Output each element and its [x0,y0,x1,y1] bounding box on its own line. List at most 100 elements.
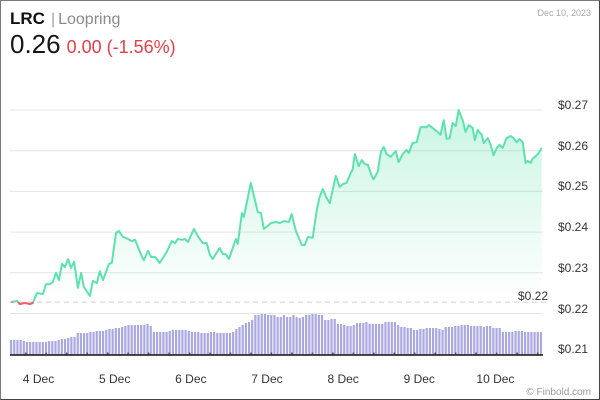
volume-bar [130,325,133,355]
volume-bar [159,332,162,355]
price-area-fill [11,110,542,303]
volume-bar [470,326,473,355]
x-axis-tick [536,352,539,355]
date-label: Dec 10, 2023 [537,8,591,18]
volume-bar [98,331,102,355]
volume-bar [181,330,184,355]
x-axis-label: 6 Dec [175,372,207,386]
volume-bar [273,315,276,355]
x-axis-label: 5 Dec [99,372,131,386]
volume-bar [374,324,378,355]
volume-bar [476,326,479,355]
volume-bar [213,332,216,355]
x-axis-line [10,352,543,356]
volume-bar [454,326,457,355]
x-axis-tick [168,352,170,355]
volume-bar [305,315,308,355]
volume-bar [428,328,431,355]
volume-bar [16,340,19,355]
volume-bar [349,326,352,355]
x-axis-label: 8 Dec [327,372,359,386]
volume-bar [352,325,355,355]
volume-bar [263,314,267,355]
y-axis-label: $0.24 [558,220,589,235]
volume-bar [520,331,523,355]
volume-bar [38,342,41,355]
x-axis-tick [127,352,129,355]
volume-bar [51,341,54,355]
copyright-credit: © Finbold.com [526,387,591,398]
volume-bar [346,326,349,355]
x-axis-tick [332,352,334,355]
volume-bar [70,337,73,355]
volume-bar [105,330,108,355]
volume-bar [498,328,501,355]
volume-bar [32,342,35,355]
volume-bar [298,318,301,355]
volume-bar [416,330,419,355]
volume-bar [254,315,257,355]
volume-bar [387,322,390,355]
volume-bar [466,325,470,355]
volume-bar [86,333,89,355]
volume-bar [536,332,539,355]
volume-bar [324,320,327,355]
x-axis-tick [65,352,68,355]
x-axis-tick [106,352,109,355]
y-axis-label: $0.27 [558,98,589,112]
volume-bar [292,315,295,355]
volume-bar [162,332,165,355]
volume-bar [63,339,67,355]
reference-price-label: $0.22 [518,289,549,303]
area-fill [11,110,542,303]
volume-bar [79,333,82,355]
volume-bar [29,342,32,355]
volume-bar [124,326,127,355]
x-axis-label: 9 Dec [403,372,435,386]
x-axis-tick [393,352,396,355]
volume-bar [247,322,251,355]
volume-bar [289,317,292,355]
volume-bar [295,317,298,355]
volume-bar [146,324,149,355]
volume-bar [279,317,282,355]
volume-bar [67,338,70,355]
volume-bar [165,332,168,355]
volume-bar [92,332,95,355]
x-axis-label: 4 Dec [22,372,55,386]
volume-bar [450,327,454,355]
volume-bar [473,326,476,355]
volume-bar [431,328,435,355]
volume-bar [358,323,362,355]
volume-bar [286,317,289,355]
volume-bar [44,342,48,355]
title-separator: | [50,11,56,28]
volume-bar [232,332,235,355]
volume-bar [143,325,146,355]
x-axis-tick [373,352,375,355]
volume-bar [327,320,330,355]
volume-bar [35,342,38,355]
volume-bar [244,323,247,355]
volume-bar [314,314,317,355]
volume-bar [409,328,412,355]
volume-bar [412,330,416,355]
volume-bar [501,332,504,355]
x-axis-tick [352,352,355,355]
volume-bar [539,332,543,355]
volume-bar [511,332,514,355]
volume-bar [533,332,536,355]
volume-bar [73,337,76,355]
volume-bar [136,325,140,355]
volume-bar [251,320,254,355]
volume-bar [187,331,190,355]
volume-bar [330,319,333,355]
volume-bar [190,332,194,355]
volume-bar [390,322,393,355]
volume-bar [60,339,63,355]
volume-bar [447,327,451,355]
volume-bar [508,332,511,355]
volume-bar [517,331,520,355]
volume-bar [206,333,209,355]
